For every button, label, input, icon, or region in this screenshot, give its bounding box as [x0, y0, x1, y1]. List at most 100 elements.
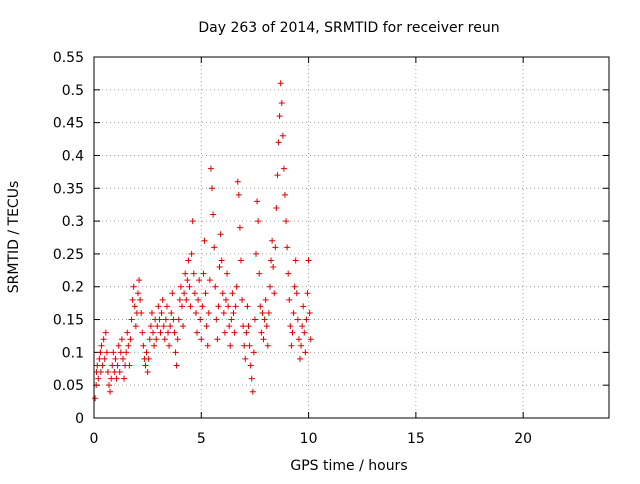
data-point — [280, 165, 287, 172]
chart-title: Day 263 of 2014, SRMTID for receiver reu… — [198, 20, 499, 36]
data-point — [118, 336, 125, 343]
data-point — [173, 362, 180, 369]
data-point — [218, 257, 225, 264]
data-point — [251, 316, 258, 323]
data-points — [92, 80, 314, 402]
data-point — [143, 349, 150, 356]
data-point — [94, 362, 101, 369]
data-point — [174, 336, 181, 343]
data-point — [155, 303, 162, 310]
data-point — [125, 342, 132, 349]
data-point — [185, 257, 192, 264]
data-point — [196, 277, 203, 284]
y-tick-label: 0.25 — [53, 247, 84, 263]
data-point — [283, 218, 290, 225]
data-point — [255, 218, 262, 225]
y-tick-label: 0.05 — [53, 378, 84, 394]
data-point — [144, 369, 151, 376]
data-point — [276, 113, 283, 120]
data-point — [243, 329, 250, 336]
data-point — [244, 303, 251, 310]
data-point — [165, 329, 172, 336]
y-tick-label: 0.35 — [53, 181, 84, 197]
data-point — [230, 309, 237, 316]
data-point — [108, 375, 115, 382]
data-point — [216, 264, 223, 271]
data-point — [225, 303, 232, 310]
data-point — [161, 336, 168, 343]
data-point — [97, 369, 104, 376]
data-point — [272, 244, 279, 251]
data-point — [256, 270, 263, 277]
data-point — [245, 323, 252, 330]
x-tick-label: 0 — [90, 431, 99, 447]
data-point — [212, 283, 219, 290]
data-point — [275, 139, 282, 146]
y-tick-label: 0 — [75, 411, 84, 427]
data-point — [204, 342, 211, 349]
data-point — [160, 323, 167, 330]
data-point — [250, 349, 257, 356]
data-point — [180, 323, 187, 330]
data-point — [182, 270, 189, 277]
data-point — [206, 277, 213, 284]
data-point — [281, 191, 288, 198]
data-point — [96, 355, 103, 362]
y-axis-label: SRMTID / TECUs — [6, 181, 22, 294]
data-point — [190, 270, 197, 277]
data-point — [293, 290, 300, 297]
y-tick-label: 0.4 — [62, 148, 84, 164]
data-point — [289, 329, 296, 336]
data-point — [292, 257, 299, 264]
data-point — [99, 362, 106, 369]
data-point — [168, 309, 175, 316]
x-tick-label: 20 — [514, 431, 532, 447]
data-point — [186, 283, 193, 290]
data-point — [131, 303, 138, 310]
y-tick-label: 0.5 — [62, 83, 84, 99]
data-point — [162, 316, 169, 323]
data-point — [113, 375, 120, 382]
x-tick-label: 15 — [407, 431, 425, 447]
data-point — [134, 290, 141, 297]
data-point — [188, 250, 195, 257]
data-point — [104, 369, 111, 376]
data-point — [159, 296, 166, 303]
data-point — [156, 316, 163, 323]
data-point — [181, 290, 188, 297]
data-point — [154, 323, 161, 330]
data-point — [286, 296, 293, 303]
data-point — [115, 342, 122, 349]
data-point — [184, 277, 191, 284]
data-point — [147, 323, 154, 330]
data-point — [166, 342, 173, 349]
data-point — [194, 329, 200, 336]
data-point — [254, 198, 261, 205]
data-point — [138, 309, 145, 316]
data-point — [170, 316, 177, 323]
data-point — [163, 303, 170, 310]
data-point — [100, 336, 107, 343]
data-point — [301, 329, 308, 336]
data-point — [249, 388, 256, 395]
data-point — [210, 211, 217, 218]
data-point — [148, 309, 155, 316]
data-point — [130, 283, 137, 290]
data-point — [271, 290, 278, 297]
data-point — [107, 388, 114, 395]
data-point — [214, 336, 221, 343]
data-point — [302, 349, 309, 356]
data-point — [268, 257, 275, 264]
grid-layer — [94, 57, 609, 418]
data-point — [226, 323, 233, 330]
data-point — [284, 244, 291, 251]
data-point — [197, 316, 204, 323]
data-point — [248, 375, 255, 382]
axis-ticks: 0 0.05 0.1 0.15 0.2 0.25 0.3 0.35 0.4 0.45 0.5 0.55… — [53, 50, 609, 447]
data-point — [298, 342, 305, 349]
data-point — [111, 369, 118, 376]
data-point — [259, 309, 266, 316]
data-point — [157, 329, 164, 336]
data-point — [142, 362, 149, 369]
